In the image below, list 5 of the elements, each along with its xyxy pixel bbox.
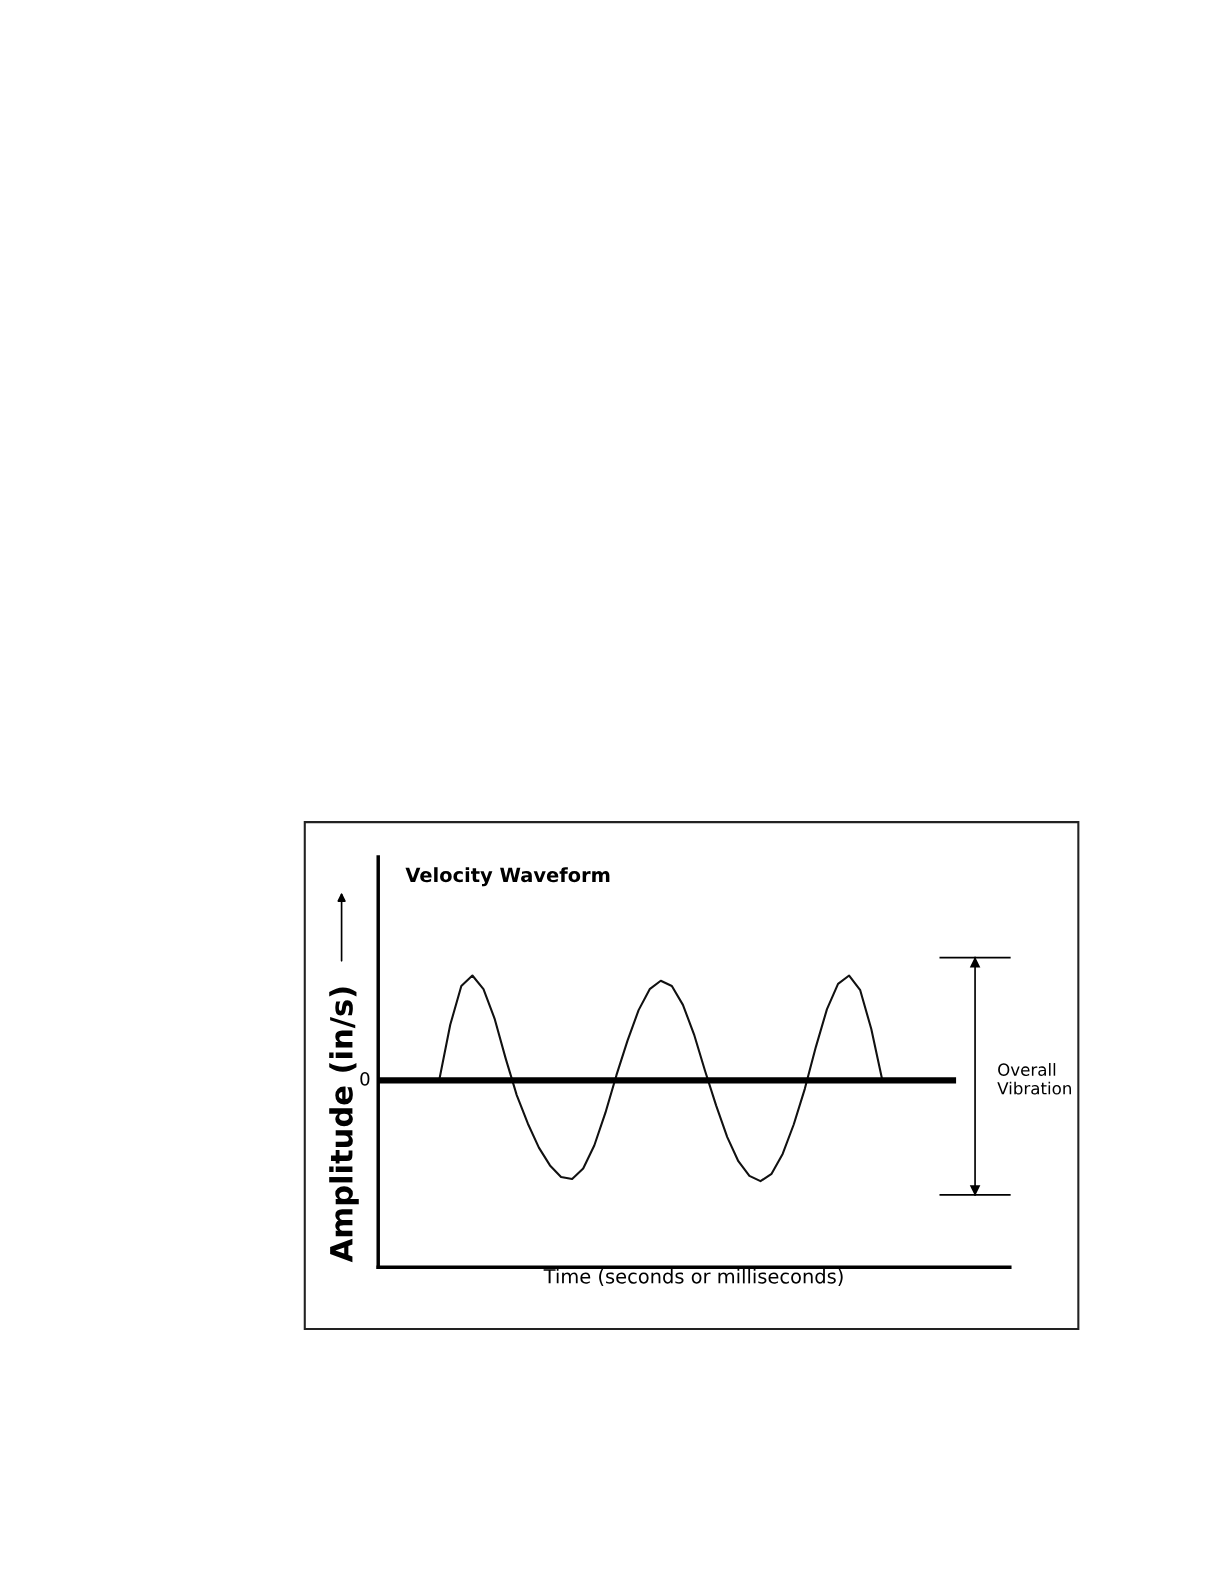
- y-axis-title: Amplitude (in/s): [329, 987, 359, 1263]
- x-axis-title: Time (seconds or milliseconds): [543, 1268, 843, 1286]
- ref-line-label: 0: [360, 1072, 370, 1086]
- chart-title: Velocity Waveform: [405, 867, 610, 887]
- annotation: Overall Vibration: [997, 1063, 1071, 1095]
